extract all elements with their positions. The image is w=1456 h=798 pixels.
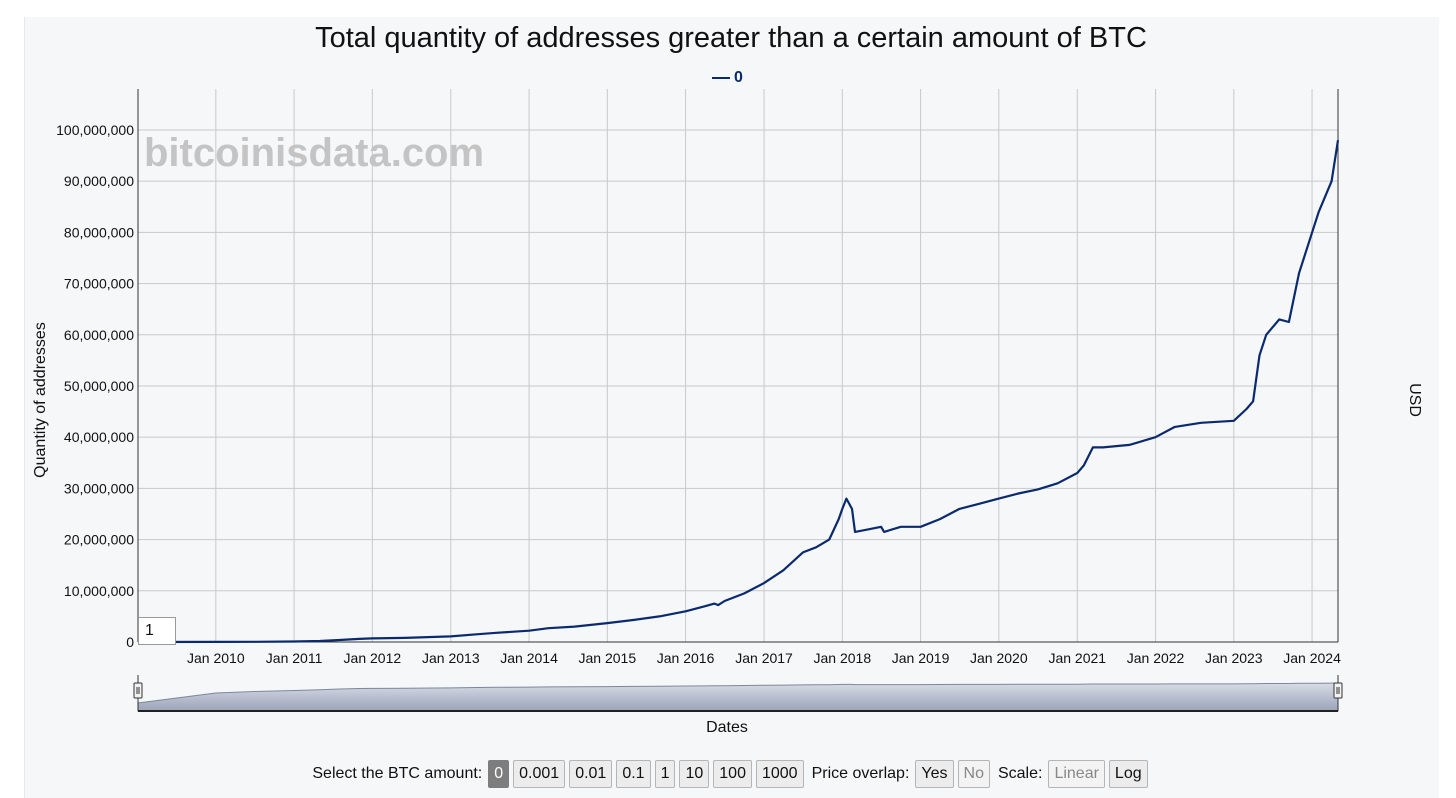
x-tick-label: Jan 2023 (1205, 650, 1263, 666)
y-axis-ticks: 0 10,000,000 20,000,000 30,000,000 40,000,00… (56, 122, 134, 650)
y-tick-label: 0 (126, 634, 134, 650)
price-overlap-yes-button[interactable]: Yes (915, 760, 954, 788)
y-tick-label: 60,000,000 (64, 327, 134, 343)
price-overlap-label: Price overlap: (811, 765, 910, 782)
range-selector-input[interactable]: 1 (138, 617, 176, 645)
y-tick-label: 50,000,000 (64, 378, 134, 394)
btc-amount-button-100[interactable]: 100 (713, 760, 752, 788)
x-tick-label: Jan 2012 (344, 650, 402, 666)
x-axis-title: Dates (706, 719, 748, 736)
y2-axis-title: USD (1406, 383, 1423, 417)
y-tick-label: 10,000,000 (64, 583, 134, 599)
y-tick-label: 90,000,000 (64, 173, 134, 189)
legend[interactable]: 0 (712, 68, 743, 88)
scale-linear-button[interactable]: Linear (1048, 760, 1105, 788)
y-axis-title: Quantity of addresses (32, 322, 49, 478)
plot-area (137, 140, 1340, 644)
x-tick-label: Jan 2024 (1283, 650, 1341, 666)
btc-amount-button-0.1[interactable]: 0.1 (616, 760, 651, 788)
scale-label: Scale: (997, 765, 1043, 782)
x-tick-label: Jan 2018 (814, 650, 872, 666)
y-tick-label: 80,000,000 (64, 224, 134, 240)
x-axis-ticks: Jan 2010 Jan 2011 Jan 2012 Jan 2013 Jan 2014… (187, 650, 1341, 666)
range-navigator (133, 675, 1343, 712)
x-tick-label: Jan 2021 (1048, 650, 1106, 666)
x-tick-label: Jan 2015 (579, 650, 637, 666)
scale-log-button[interactable]: Log (1108, 760, 1148, 788)
y-tick-label: 100,000,000 (56, 122, 134, 138)
grid (137, 89, 1339, 643)
y-tick-label: 40,000,000 (64, 429, 134, 445)
btc-amount-button-0.01[interactable]: 0.01 (569, 760, 613, 788)
navigator-left-handle[interactable] (133, 675, 143, 711)
btc-amount-button-0.001[interactable]: 0.001 (513, 760, 566, 788)
legend-label-series-0: 0 (734, 69, 743, 86)
x-tick-label: Jan 2010 (187, 650, 245, 666)
y-tick-label: 20,000,000 (64, 532, 134, 548)
btc-amount-button-1000[interactable]: 1000 (755, 760, 804, 788)
btc-amount-button-1[interactable]: 1 (654, 760, 676, 788)
price-overlap-no-button[interactable]: No (957, 760, 990, 788)
x-tick-label: Jan 2016 (657, 650, 715, 666)
btc-amount-button-0[interactable]: 0 (488, 760, 510, 788)
x-tick-label: Jan 2011 (266, 650, 323, 666)
x-tick-label: Jan 2014 (500, 650, 558, 666)
navigator-right-handle[interactable] (1333, 675, 1343, 711)
x-tick-label: Jan 2020 (970, 650, 1028, 666)
x-tick-label: Jan 2019 (892, 650, 950, 666)
navigator-series-area (137, 682, 1339, 712)
y-tick-label: 30,000,000 (64, 480, 134, 496)
x-tick-label: Jan 2017 (735, 650, 793, 666)
controls-bar: Select the BTC amount: 0 0.001 0.01 0.1 1 10 1… (0, 759, 1456, 789)
btc-amount-label: Select the BTC amount: (312, 765, 483, 782)
btc-amount-button-10[interactable]: 10 (679, 760, 710, 788)
x-tick-label: Jan 2022 (1127, 650, 1185, 666)
watermark-text: bitcoinisdata.com (144, 131, 484, 175)
chart-title: Total quantity of addresses greater than… (315, 22, 1147, 54)
btc-amount-buttons: 0 0.001 0.01 0.1 1 10 100 1000 (488, 760, 804, 788)
y-tick-label: 70,000,000 (64, 276, 134, 292)
x-tick-label: Jan 2013 (422, 650, 480, 666)
series-line-0[interactable] (137, 140, 1340, 644)
legend-line-swatch (712, 77, 730, 79)
